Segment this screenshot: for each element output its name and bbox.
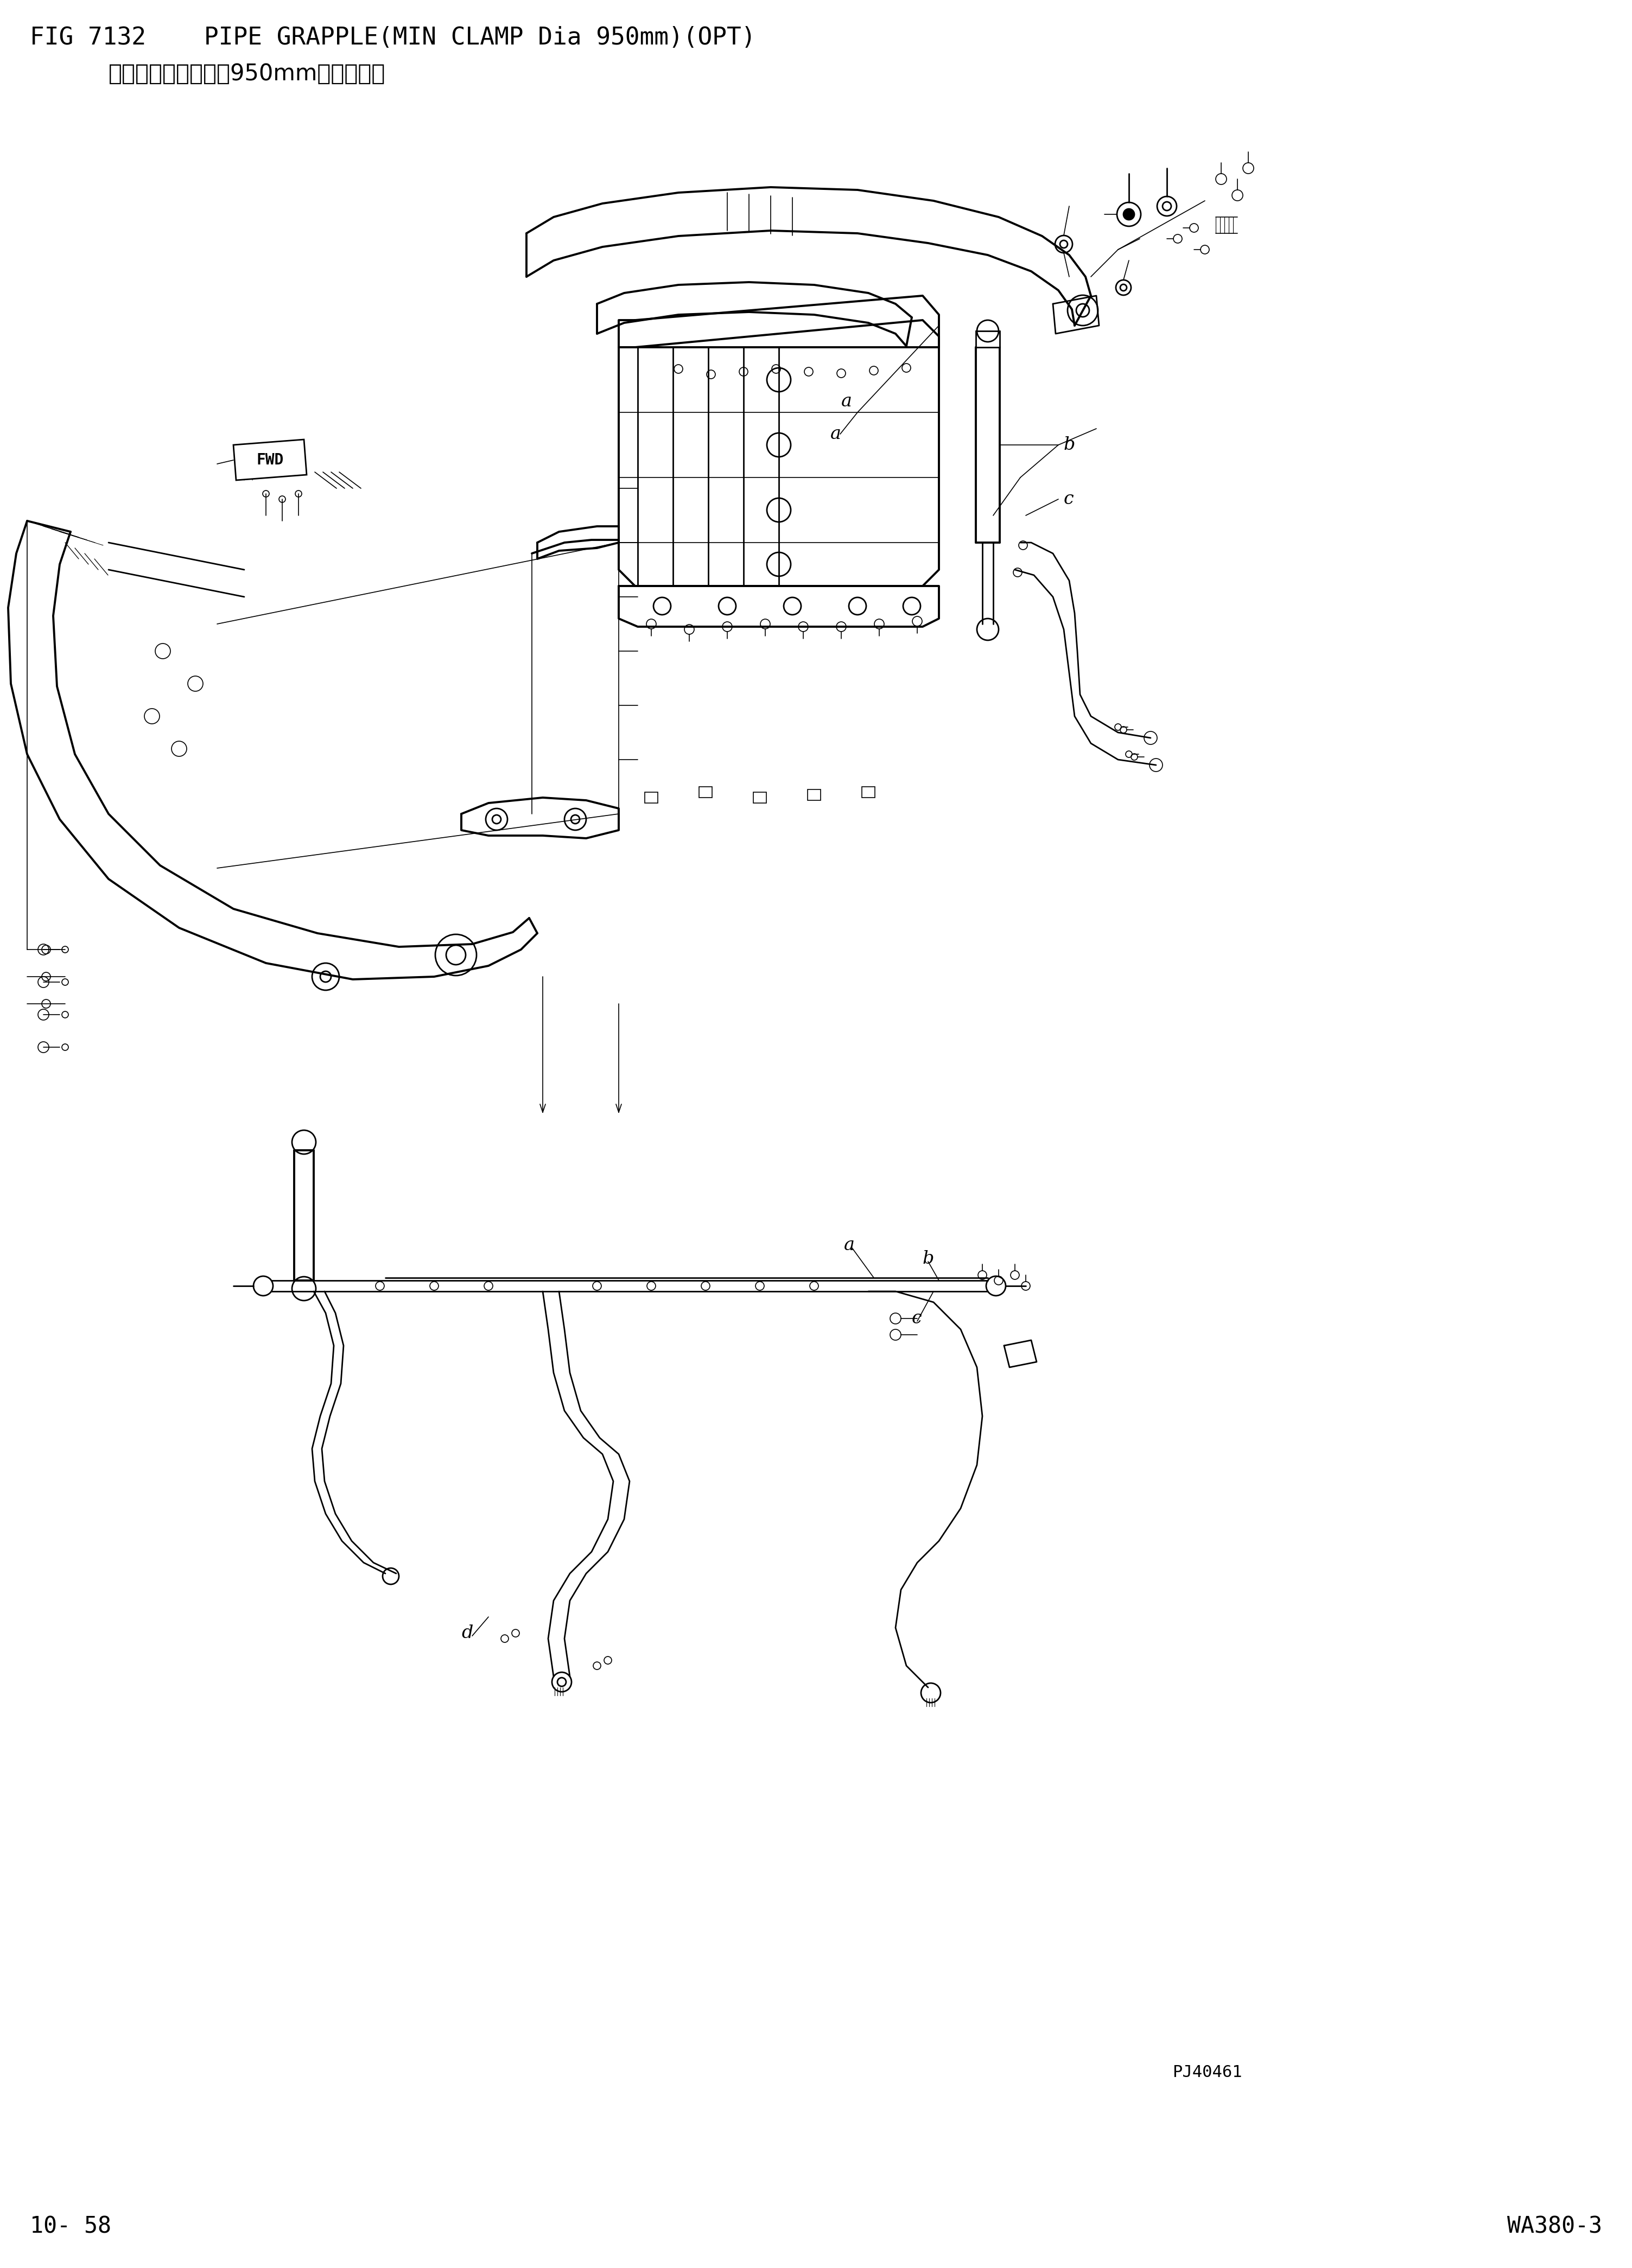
Bar <box>808 789 821 801</box>
Bar <box>645 792 658 803</box>
Text: c: c <box>1064 490 1074 508</box>
Bar <box>754 792 767 803</box>
Text: b: b <box>1064 435 1075 454</box>
Text: d: d <box>462 1624 473 1642</box>
Circle shape <box>1123 209 1134 220</box>
Polygon shape <box>233 440 307 481</box>
Text: a: a <box>840 392 852 411</box>
Polygon shape <box>976 331 1000 347</box>
Text: b: b <box>922 1250 934 1268</box>
Text: c: c <box>912 1311 922 1327</box>
Bar <box>862 787 875 798</box>
Text: 10- 58: 10- 58 <box>29 2216 111 2239</box>
Bar <box>698 787 712 798</box>
Text: WA380-3: WA380-3 <box>1508 2216 1603 2239</box>
Text: a: a <box>844 1236 855 1254</box>
Text: 钙管抓具（包容直径950mm）（选装）: 钙管抓具（包容直径950mm）（选装） <box>109 64 385 86</box>
Text: PJ40461: PJ40461 <box>1172 2064 1242 2080</box>
Text: a: a <box>831 426 840 442</box>
Text: FWD: FWD <box>256 454 284 467</box>
Text: FIG 7132    PIPE GRAPPLE(MIN CLAMP Dia 950mm)(OPT): FIG 7132 PIPE GRAPPLE(MIN CLAMP Dia 950m… <box>29 25 756 50</box>
